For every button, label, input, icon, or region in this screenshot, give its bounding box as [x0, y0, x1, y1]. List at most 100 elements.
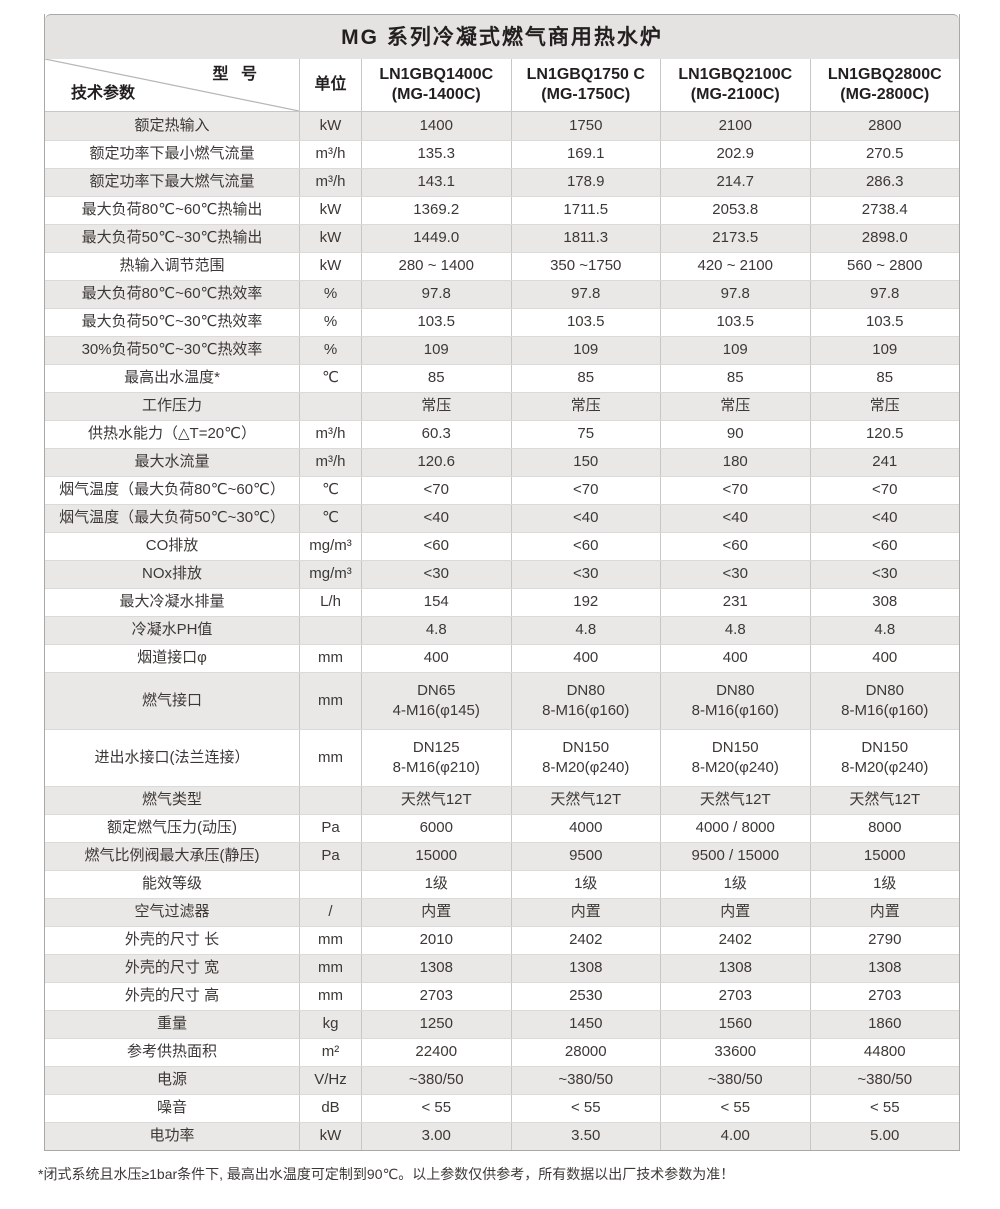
table-row: 额定燃气压力(动压) Pa 6000 4000 4000 / 8000 8000: [45, 814, 959, 842]
table-row: 热输入调节范围 kW 280 ~ 1400 350 ~1750 420 ~ 21…: [45, 252, 959, 280]
param-cell: 最大水流量: [134, 453, 210, 471]
value-cell: <60: [660, 533, 810, 560]
value-cell: 1级: [361, 871, 511, 898]
param-cell: 额定热输入: [134, 116, 210, 134]
value-cell: 85: [361, 365, 511, 392]
table-row: 电功率 kW 3.00 3.50 4.00 5.00: [45, 1122, 959, 1150]
value-cell: <40: [660, 505, 810, 532]
value-cell: 2790: [809, 927, 960, 954]
param-cell: 参考供热面积: [126, 1043, 217, 1061]
value-cell: 2053.8: [660, 197, 810, 224]
value-cell: 1308: [809, 955, 960, 982]
value-cell: 280 ~ 1400: [361, 253, 511, 280]
value-cell: 2173.5: [660, 225, 810, 252]
param-cell: NOx排放: [141, 565, 202, 583]
param-cell: 冷凝水PH值: [131, 621, 213, 639]
value-cell: 2898.0: [809, 225, 960, 252]
param-cell: 进出水接口(法兰连接）: [94, 748, 250, 766]
table-row: 烟气温度（最大负荷80℃~60℃） ℃ <70 <70 <70 <70: [45, 476, 959, 504]
value-cell: <30: [510, 561, 661, 588]
unit-cell: mm: [299, 645, 361, 672]
value-cell: <70: [361, 477, 511, 504]
model-alias: (MG-2800C): [840, 86, 930, 103]
value-cell: 1860: [809, 1011, 960, 1038]
table-row: 冷凝水PH值 4.8 4.8 4.8 4.8: [45, 616, 959, 644]
unit-cell: m²: [299, 1039, 361, 1066]
value-cell: 1308: [510, 955, 661, 982]
table-row: 额定热输入 kW 1400 1750 2100 2800: [45, 112, 959, 140]
table-row: 外壳的尺寸 高 mm 2703 2530 2703 2703: [45, 982, 959, 1010]
table-row: CO排放 mg/m³ <60 <60 <60 <60: [45, 532, 959, 560]
value-cell: 2800: [809, 112, 960, 140]
value-cell: 常压: [660, 393, 810, 420]
table-row: 空气过滤器 / 内置 内置 内置 内置: [45, 898, 959, 926]
value-cell: 3.50: [510, 1123, 661, 1150]
value-cell: 103.5: [510, 309, 661, 336]
table-row: 额定功率下最大燃气流量 m³/h 143.1 178.9 214.7 286.3: [45, 168, 959, 196]
value-cell: 214.7: [660, 169, 810, 196]
unit-cell: mg/m³: [299, 561, 361, 588]
model-code: LN1GBQ1750 C: [526, 66, 645, 83]
unit-cell: kW: [299, 197, 361, 224]
value-cell: <70: [809, 477, 960, 504]
value-cell: 231: [660, 589, 810, 616]
value-cell: 8000: [809, 815, 960, 842]
model-code: LN1GBQ2800C: [827, 66, 942, 83]
value-cell: 4.8: [510, 617, 661, 644]
value-cell: 420 ~ 2100: [660, 253, 810, 280]
value-cell: 1750: [510, 112, 661, 140]
value-cell: DN80 8-M16(φ160): [660, 673, 810, 729]
value-cell: < 55: [510, 1095, 661, 1122]
value-cell: 1560: [660, 1011, 810, 1038]
corner-model-label: 型 号: [212, 66, 261, 83]
value-cell: 270.5: [809, 141, 960, 168]
value-cell: 97.8: [361, 281, 511, 308]
param-cell: 30%负荷50℃~30℃热效率: [81, 341, 263, 359]
value-cell: 1308: [660, 955, 810, 982]
value-cell: <60: [809, 533, 960, 560]
value-cell: 103.5: [809, 309, 960, 336]
value-cell: 15000: [361, 843, 511, 870]
unit-column-header: 单位: [299, 59, 361, 111]
unit-cell: [299, 617, 361, 644]
value-cell: 44800: [809, 1039, 960, 1066]
value-cell: 内置: [660, 899, 810, 926]
value-cell: ~380/50: [510, 1067, 661, 1094]
value-cell: DN150 8-M20(φ240): [809, 730, 960, 786]
unit-cell: Pa: [299, 843, 361, 870]
param-cell: 烟气温度（最大负荷80℃~60℃）: [59, 481, 285, 499]
footnote: *闭式系统且水压≥1bar条件下, 最高出水温度可定制到90℃。以上参数仅供参考…: [38, 1166, 735, 1182]
value-cell: DN150 8-M20(φ240): [660, 730, 810, 786]
value-cell: <40: [510, 505, 661, 532]
value-cell: <40: [361, 505, 511, 532]
value-cell: 400: [510, 645, 661, 672]
table-row: 能效等级 1级 1级 1级 1级: [45, 870, 959, 898]
spec-table: MG 系列冷凝式燃气商用热水炉 型 号 技术参数 单位 LN1GBQ1400C …: [44, 14, 960, 1151]
value-cell: 1449.0: [361, 225, 511, 252]
value-cell: 4.00: [660, 1123, 810, 1150]
param-cell: 空气过滤器: [134, 903, 210, 921]
unit-cell: m³/h: [299, 449, 361, 476]
param-cell: 最大负荷80℃~60℃热输出: [81, 201, 263, 219]
value-cell: ~380/50: [361, 1067, 511, 1094]
table-row: 最大负荷80℃~60℃热效率 % 97.8 97.8 97.8 97.8: [45, 280, 959, 308]
unit-cell: /: [299, 899, 361, 926]
value-cell: 1450: [510, 1011, 661, 1038]
value-cell: 1400: [361, 112, 511, 140]
unit-cell: kg: [299, 1011, 361, 1038]
value-cell: 97.8: [809, 281, 960, 308]
value-cell: ~380/50: [809, 1067, 960, 1094]
value-cell: 286.3: [809, 169, 960, 196]
value-cell: 6000: [361, 815, 511, 842]
value-cell: 2703: [660, 983, 810, 1010]
unit-cell: V/Hz: [299, 1067, 361, 1094]
param-cell: 最大负荷80℃~60℃热效率: [81, 285, 263, 303]
value-cell: 143.1: [361, 169, 511, 196]
unit-cell: mm: [299, 983, 361, 1010]
param-cell: 最高出水温度*: [124, 369, 220, 387]
unit-cell: [299, 871, 361, 898]
value-cell: 97.8: [660, 281, 810, 308]
unit-cell: dB: [299, 1095, 361, 1122]
unit-cell: kW: [299, 112, 361, 140]
param-cell: 能效等级: [141, 875, 202, 893]
